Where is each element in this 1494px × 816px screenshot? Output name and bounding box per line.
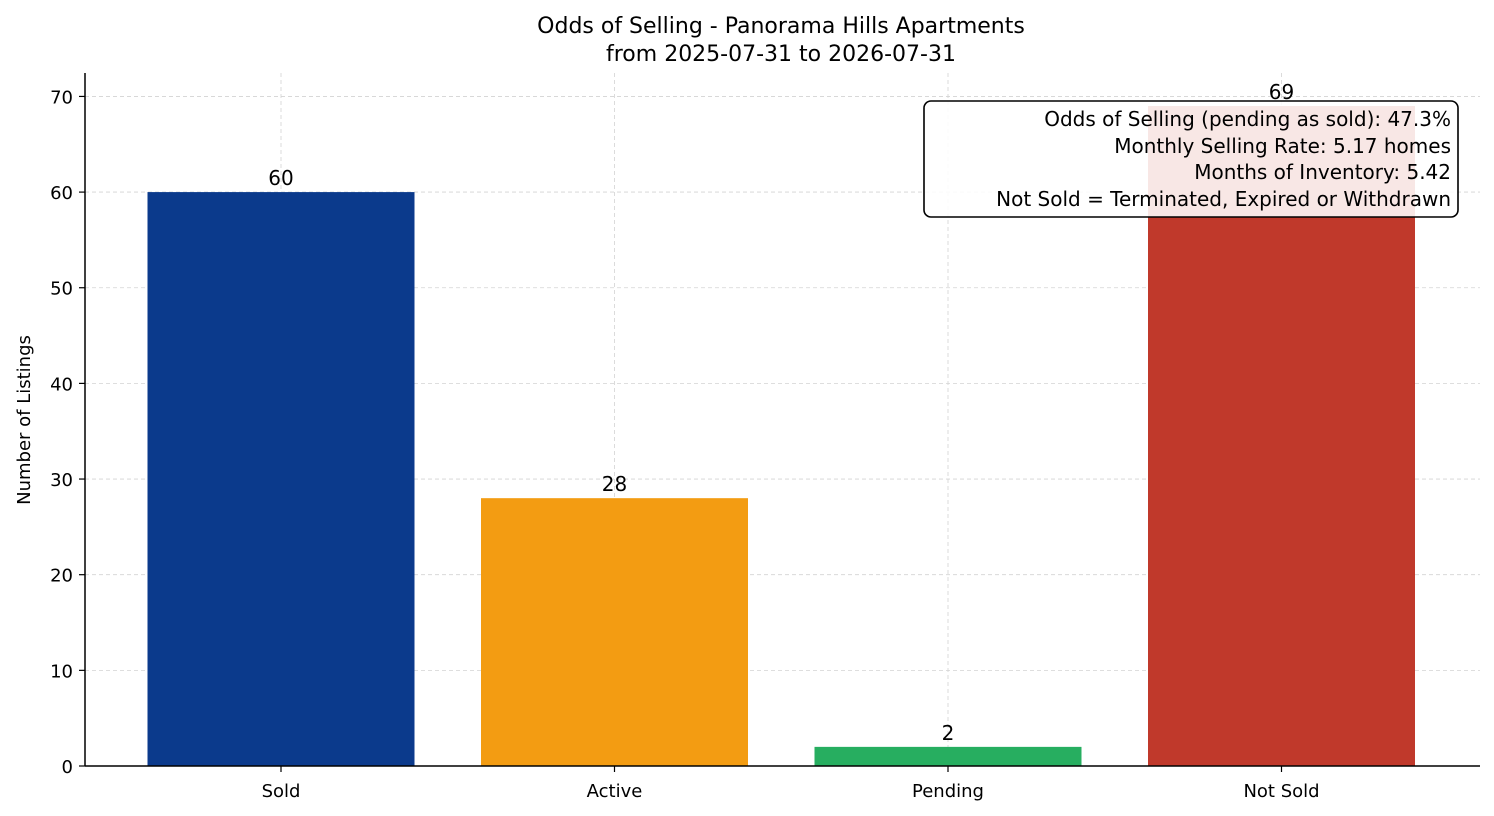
data-label: 60 — [268, 166, 293, 190]
bar-sold — [147, 192, 415, 766]
data-labels: 60 28 2 69 — [268, 80, 1294, 745]
x-ticks: Sold Active Pending Not Sold — [262, 766, 1320, 802]
x-tick-label: Active — [587, 781, 643, 802]
chart-subtitle: from 2025-07-31 to 2026-07-31 — [606, 42, 956, 67]
y-tick-label: 40 — [50, 374, 73, 395]
y-axis-label: Number of Listings — [14, 335, 35, 505]
data-label: 28 — [602, 472, 627, 496]
y-ticks: 0 10 20 30 40 50 60 70 — [50, 87, 85, 778]
y-tick-label: 0 — [62, 757, 73, 778]
y-tick-label: 20 — [50, 566, 73, 587]
y-tick-label: 50 — [50, 279, 73, 300]
bar-pending — [814, 746, 1082, 766]
y-tick-label: 60 — [50, 183, 73, 204]
annotation-frame — [923, 100, 1459, 218]
x-tick-label: Pending — [912, 781, 984, 802]
x-tick-label: Sold — [262, 781, 301, 802]
annotation-line-inventory: Months of Inventory: 5.42 — [1194, 160, 1451, 184]
x-tick-label: Not Sold — [1243, 781, 1319, 802]
annotation-line-rate: Monthly Selling Rate: 5.17 homes — [1114, 134, 1451, 158]
axes — [84, 73, 1480, 767]
stats-annotation-box: Odds of Selling (pending as sold): 47.3%… — [923, 100, 1459, 218]
y-tick-label: 30 — [50, 470, 73, 491]
y-tick-label: 70 — [50, 87, 73, 108]
annotation-line-definition: Not Sold = Terminated, Expired or Withdr… — [996, 187, 1451, 211]
chart-title: Odds of Selling - Panorama Hills Apartme… — [537, 14, 1025, 39]
bar-active — [481, 498, 748, 766]
annotation-line-odds: Odds of Selling (pending as sold): 47.3% — [1044, 107, 1451, 131]
data-label: 69 — [1269, 80, 1294, 104]
y-tick-label: 10 — [50, 661, 73, 682]
data-label: 2 — [942, 721, 955, 745]
